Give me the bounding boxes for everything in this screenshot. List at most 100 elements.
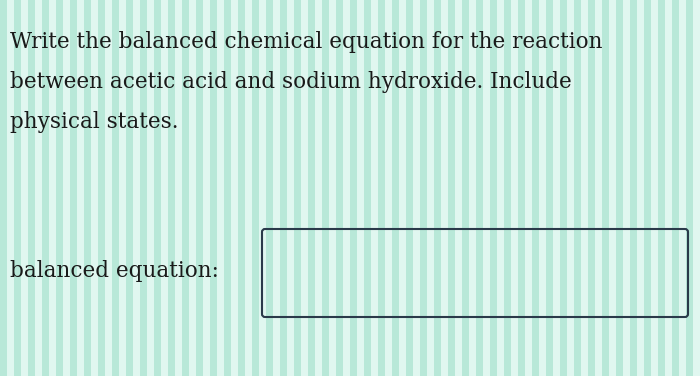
Bar bbox=[28, 0, 35, 376]
Bar bbox=[42, 0, 49, 376]
Bar bbox=[609, 0, 616, 376]
Bar bbox=[679, 0, 686, 376]
Bar bbox=[77, 0, 84, 376]
Bar bbox=[665, 0, 672, 376]
Bar bbox=[630, 0, 637, 376]
Bar bbox=[693, 0, 700, 376]
Bar bbox=[322, 0, 329, 376]
Bar bbox=[427, 0, 434, 376]
Bar bbox=[364, 0, 371, 376]
Bar bbox=[119, 0, 126, 376]
Bar bbox=[658, 0, 665, 376]
Bar bbox=[105, 0, 112, 376]
Bar bbox=[245, 0, 252, 376]
Bar bbox=[252, 0, 259, 376]
Bar bbox=[371, 0, 378, 376]
Bar bbox=[504, 0, 511, 376]
Bar bbox=[7, 0, 14, 376]
Bar bbox=[70, 0, 77, 376]
Bar bbox=[574, 0, 581, 376]
Bar bbox=[595, 0, 602, 376]
Text: balanced equation:: balanced equation: bbox=[10, 260, 219, 282]
Bar bbox=[140, 0, 147, 376]
Bar bbox=[315, 0, 322, 376]
Bar bbox=[441, 0, 448, 376]
Bar bbox=[623, 0, 630, 376]
Bar bbox=[581, 0, 588, 376]
Bar bbox=[476, 0, 483, 376]
Bar bbox=[616, 0, 623, 376]
Bar bbox=[637, 0, 644, 376]
Bar bbox=[588, 0, 595, 376]
Bar bbox=[294, 0, 301, 376]
Bar bbox=[336, 0, 343, 376]
Bar bbox=[329, 0, 336, 376]
Bar bbox=[553, 0, 560, 376]
Bar bbox=[14, 0, 21, 376]
Bar bbox=[525, 0, 532, 376]
Bar bbox=[560, 0, 567, 376]
Bar bbox=[413, 0, 420, 376]
Bar bbox=[196, 0, 203, 376]
Bar bbox=[308, 0, 315, 376]
Text: between acetic acid and sodium hydroxide. Include: between acetic acid and sodium hydroxide… bbox=[10, 71, 572, 93]
Bar bbox=[189, 0, 196, 376]
Bar bbox=[91, 0, 98, 376]
Bar bbox=[21, 0, 28, 376]
Bar bbox=[651, 0, 658, 376]
Bar bbox=[126, 0, 133, 376]
Bar bbox=[84, 0, 91, 376]
Bar bbox=[343, 0, 350, 376]
Bar bbox=[532, 0, 539, 376]
Bar bbox=[49, 0, 56, 376]
Bar bbox=[357, 0, 364, 376]
Bar bbox=[483, 0, 490, 376]
Bar bbox=[0, 0, 7, 376]
Bar bbox=[644, 0, 651, 376]
Bar bbox=[175, 0, 182, 376]
Bar bbox=[287, 0, 294, 376]
Bar bbox=[602, 0, 609, 376]
Bar bbox=[98, 0, 105, 376]
Bar bbox=[406, 0, 413, 376]
Bar bbox=[154, 0, 161, 376]
Bar bbox=[203, 0, 210, 376]
Bar bbox=[231, 0, 238, 376]
Text: Write the balanced chemical equation for the reaction: Write the balanced chemical equation for… bbox=[10, 31, 603, 53]
Bar bbox=[448, 0, 455, 376]
Bar bbox=[259, 0, 266, 376]
Bar bbox=[686, 0, 693, 376]
Bar bbox=[112, 0, 119, 376]
Bar bbox=[210, 0, 217, 376]
Bar bbox=[392, 0, 399, 376]
Bar bbox=[217, 0, 224, 376]
Bar bbox=[238, 0, 245, 376]
Bar bbox=[420, 0, 427, 376]
Bar bbox=[161, 0, 168, 376]
Bar bbox=[133, 0, 140, 376]
Bar bbox=[385, 0, 392, 376]
Bar bbox=[672, 0, 679, 376]
Bar bbox=[378, 0, 385, 376]
Bar bbox=[511, 0, 518, 376]
Bar bbox=[539, 0, 546, 376]
Bar bbox=[399, 0, 406, 376]
Bar bbox=[434, 0, 441, 376]
Bar bbox=[350, 0, 357, 376]
Bar bbox=[469, 0, 476, 376]
Bar bbox=[546, 0, 553, 376]
Bar bbox=[266, 0, 273, 376]
Text: physical states.: physical states. bbox=[10, 111, 178, 133]
Bar bbox=[455, 0, 462, 376]
Bar bbox=[462, 0, 469, 376]
Bar bbox=[147, 0, 154, 376]
Bar bbox=[301, 0, 308, 376]
Bar bbox=[567, 0, 574, 376]
Bar bbox=[63, 0, 70, 376]
Bar bbox=[518, 0, 525, 376]
Bar bbox=[497, 0, 504, 376]
Bar bbox=[280, 0, 287, 376]
Bar bbox=[168, 0, 175, 376]
Bar bbox=[224, 0, 231, 376]
Bar bbox=[273, 0, 280, 376]
